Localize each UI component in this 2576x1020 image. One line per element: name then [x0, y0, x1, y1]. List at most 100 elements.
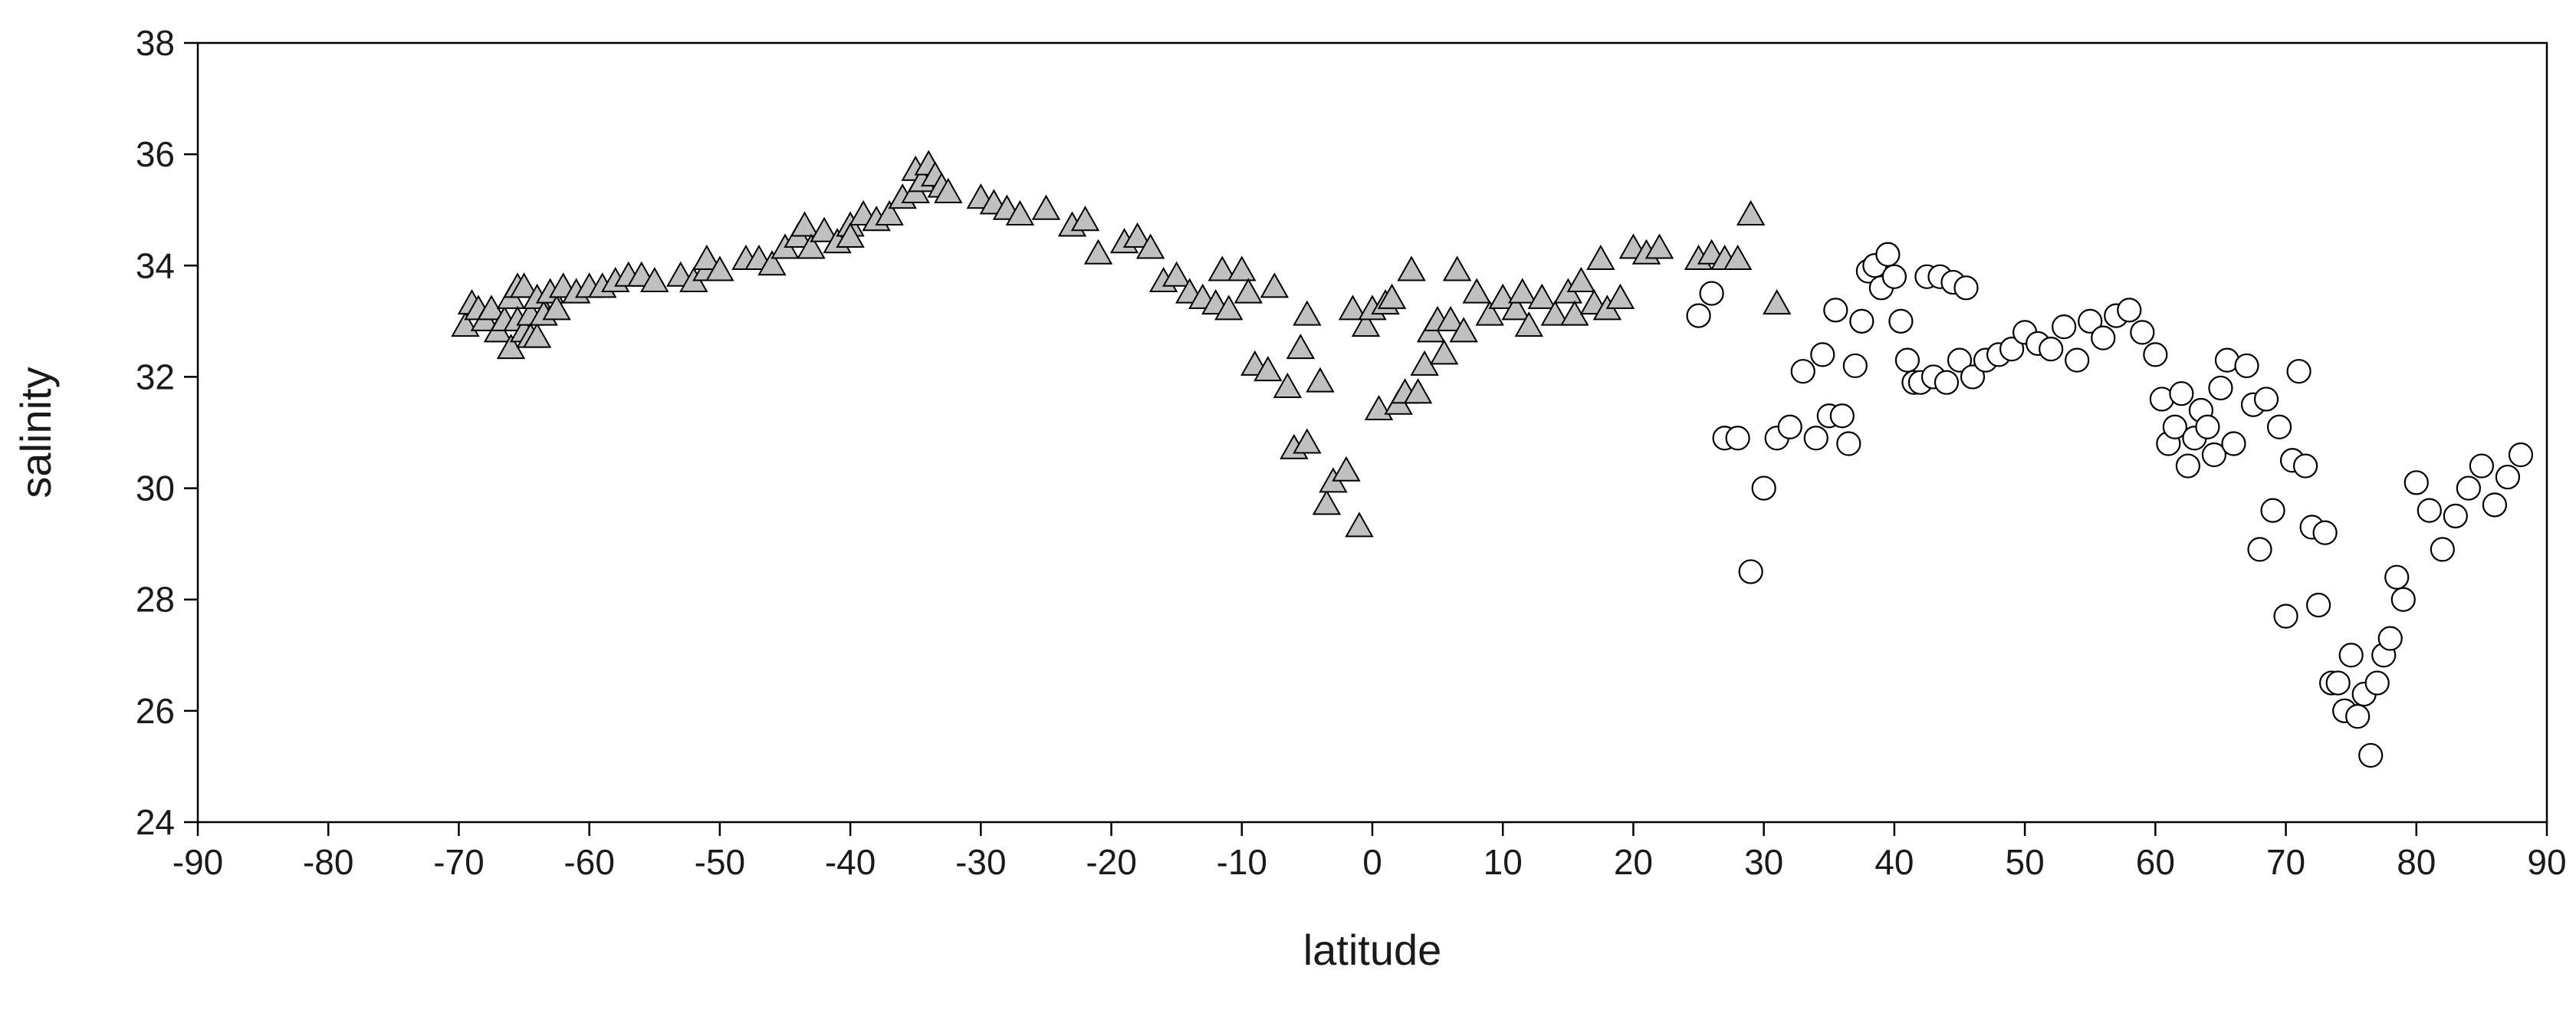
circle-point	[2377, 626, 2403, 651]
triangle-point	[1462, 278, 1491, 304]
triangle-point	[1135, 233, 1165, 259]
circle-point	[2253, 387, 2279, 412]
triangle-point	[1338, 294, 1368, 321]
x-tick-label: 90	[2527, 842, 2566, 882]
circle-point	[1894, 347, 1921, 373]
triangle-point	[1227, 255, 1257, 281]
circle-series	[1686, 242, 2534, 768]
x-tick-label: -10	[1217, 842, 1267, 882]
circle-point	[1960, 364, 1986, 390]
circle-point	[2091, 325, 2116, 350]
circle-point	[2312, 520, 2338, 545]
triangle-point	[1083, 239, 1113, 265]
triangle-point	[1736, 199, 1766, 225]
triangle-point	[522, 322, 552, 348]
circle-point	[1849, 308, 1875, 334]
x-tick-label: -80	[303, 842, 353, 882]
triangle-point	[1397, 255, 1426, 281]
triangle-point	[1527, 283, 1557, 309]
circle-point	[2292, 453, 2318, 479]
y-tick-label: 34	[136, 245, 175, 285]
axes: -90 -80 -70 -60 -50 -40 -30 -20 -10 0 10 20 30 40 50 60…	[136, 23, 2567, 882]
circle-point	[2430, 537, 2455, 562]
triangle-point	[1586, 245, 1615, 271]
plot-marks	[451, 150, 2534, 768]
circle-point	[2260, 498, 2285, 523]
x-tick-label: -50	[695, 842, 745, 882]
circle-point	[2065, 347, 2090, 373]
triangle-point	[875, 199, 904, 225]
x-tick-label: 60	[2136, 842, 2175, 882]
triangle-point	[797, 233, 826, 259]
circle-point	[2325, 670, 2351, 696]
triangle-point	[1122, 222, 1152, 248]
x-tick-label: -20	[1086, 842, 1136, 882]
x-tick-label: 50	[2006, 842, 2045, 882]
triangle-point	[1293, 300, 1322, 326]
triangle-point	[1293, 428, 1322, 454]
circle-point	[2201, 442, 2227, 468]
circle-point	[2345, 704, 2371, 729]
circle-point	[2175, 453, 2200, 479]
circle-point	[1823, 298, 1848, 323]
triangle-point	[1214, 294, 1244, 321]
triangle-point	[692, 245, 721, 271]
x-tick-label: -30	[955, 842, 1006, 882]
triangle-point	[1605, 283, 1635, 309]
triangle-point	[1508, 278, 1537, 304]
triangle-point	[1377, 283, 1407, 309]
y-tick-label: 24	[136, 802, 175, 842]
triangle-point	[1442, 255, 1472, 281]
circle-point	[2364, 670, 2390, 696]
triangle-series	[451, 150, 1792, 538]
circle-point	[1875, 242, 1901, 267]
triangle-point	[1312, 489, 1342, 515]
circle-point	[1686, 303, 1711, 328]
circle-point	[1953, 275, 1979, 301]
circle-point	[2443, 503, 2468, 528]
circle-point	[2404, 470, 2429, 495]
circle-point	[1836, 431, 1861, 456]
circle-point	[2234, 353, 2259, 379]
triangle-point	[1566, 267, 1596, 293]
circle-point	[2266, 414, 2292, 439]
triangle-point	[1162, 261, 1191, 287]
x-tick-label: 70	[2266, 842, 2305, 882]
circle-point	[2078, 308, 2103, 334]
circle-point	[2117, 298, 2142, 323]
circle-point	[2469, 453, 2494, 479]
circle-point	[2417, 498, 2442, 523]
circle-point	[2358, 742, 2384, 768]
circle-point	[2306, 592, 2331, 618]
x-tick-label: 20	[1614, 842, 1653, 882]
circle-point	[2508, 442, 2534, 468]
circle-point	[1790, 359, 1815, 384]
triangle-point	[1005, 199, 1035, 225]
circle-point	[2052, 314, 2077, 340]
y-tick-label: 30	[136, 469, 175, 508]
circle-point	[2338, 643, 2364, 668]
circle-point	[1699, 281, 1724, 306]
circle-point	[1738, 559, 1763, 584]
y-axis-title: salinity	[12, 367, 60, 498]
triangle-point	[1429, 339, 1459, 365]
triangle-point	[1254, 356, 1283, 382]
triangle-point	[1234, 278, 1263, 304]
circle-point	[1803, 426, 1829, 451]
triangle-point	[1436, 305, 1465, 331]
x-tick-label: -90	[172, 842, 223, 882]
triangle-point	[1208, 255, 1237, 281]
triangle-point	[1644, 233, 1674, 259]
triangle-point	[640, 267, 669, 293]
circle-point	[1934, 370, 1960, 395]
triangle-point	[705, 255, 734, 281]
x-tick-label: -40	[825, 842, 876, 882]
circle-point	[1888, 308, 1914, 334]
circle-point	[2143, 342, 2168, 367]
triangle-point	[509, 272, 539, 298]
circle-point	[2390, 587, 2416, 612]
triangle-point	[810, 216, 839, 242]
triangle-point	[790, 211, 820, 237]
circle-point	[1947, 347, 1973, 373]
